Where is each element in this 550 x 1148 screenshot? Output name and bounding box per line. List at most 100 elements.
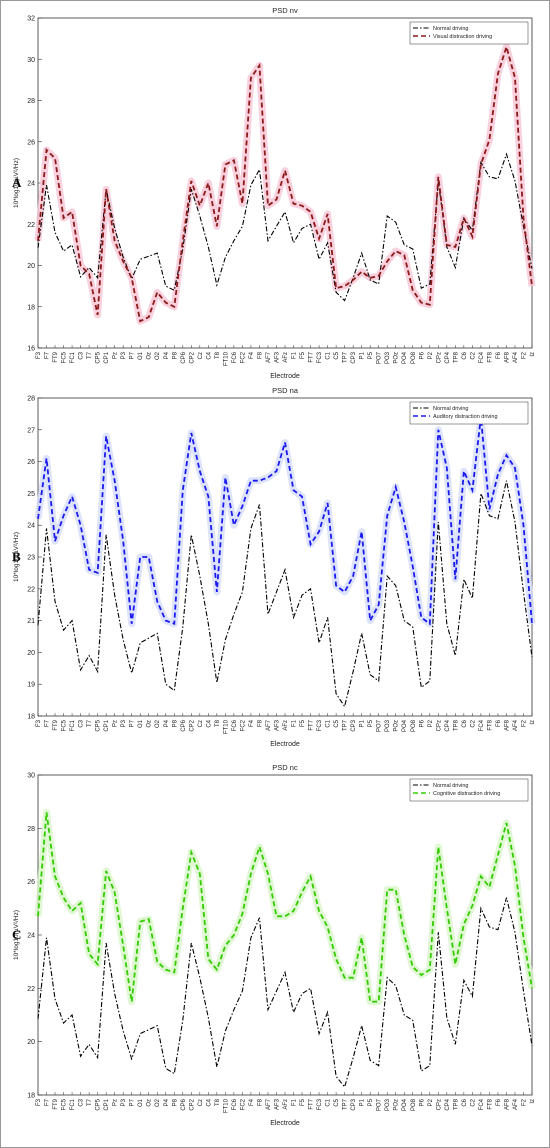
- x-tick-label: P3: [121, 1098, 127, 1106]
- x-tick-label: F8: [257, 1098, 263, 1106]
- y-axis-label: 10*log10(µV²/Hz): [13, 532, 20, 582]
- x-tick-label: FC6: [232, 1098, 238, 1110]
- x-tick-label: TP8: [453, 1098, 459, 1110]
- chart-title: PSD na: [272, 386, 299, 395]
- x-tick-label: Oz: [147, 352, 153, 360]
- x-tick-label: AF8: [504, 351, 510, 363]
- series-line: [37, 43, 533, 323]
- x-tick-label: O2: [155, 719, 161, 728]
- x-tick-label: FT8: [487, 1098, 493, 1109]
- x-tick-label: FT7: [309, 351, 315, 362]
- y-tick-label: 26: [27, 139, 35, 146]
- x-tick-label: AF3: [274, 351, 280, 363]
- x-tick-label: CP2: [189, 719, 195, 731]
- x-tick-label: AF8: [504, 719, 510, 731]
- x-tick-label: AF4: [513, 351, 519, 363]
- x-tick-label: Oz: [147, 720, 153, 728]
- x-tick-label: TP7: [343, 719, 349, 731]
- x-tick-label: CP1: [104, 719, 110, 731]
- x-tick-label: FC2: [240, 351, 246, 363]
- x-tick-label: C3: [79, 1098, 85, 1106]
- x-tick-label: P1: [360, 351, 366, 359]
- x-tick-label: Cz: [198, 352, 204, 359]
- x-tick-label: FT9: [53, 1098, 59, 1109]
- x-tick-label: CP5: [96, 351, 102, 363]
- x-tick-label: CP4: [445, 719, 451, 731]
- y-tick-label: 28: [27, 826, 35, 833]
- x-tick-label: FC1: [70, 719, 76, 731]
- x-tick-label: C2: [470, 351, 476, 359]
- x-tick-label: CP6: [181, 719, 187, 731]
- x-tick-label: F7: [45, 351, 51, 359]
- x-tick-label: PO7: [377, 1098, 383, 1111]
- x-tick-label: PO3: [385, 719, 391, 732]
- x-tick-label: FT7: [309, 719, 315, 730]
- legend-label: Cognitive distraction driving: [433, 791, 500, 797]
- x-tick-label: AFz: [283, 720, 289, 731]
- x-tick-label: C2: [470, 1098, 476, 1106]
- x-tick-label: C6: [462, 1098, 468, 1106]
- x-tick-label: F7: [45, 1098, 51, 1106]
- x-tick-label: PO4: [402, 719, 408, 732]
- y-tick-label: 22: [27, 986, 35, 993]
- x-tick-label: F8: [257, 719, 263, 727]
- x-tick-label: Iz: [530, 1099, 536, 1104]
- x-tick-label: O2: [155, 1098, 161, 1107]
- x-tick-label: Iz: [530, 720, 536, 725]
- x-tick-label: PO4: [402, 351, 408, 364]
- x-tick-label: P6: [419, 351, 425, 359]
- x-tick-label: F4: [249, 1098, 255, 1106]
- x-tick-label: F6: [496, 351, 502, 359]
- x-tick-label: P8: [172, 719, 178, 727]
- x-tick-label: T8: [215, 719, 221, 727]
- x-tick-label: P5: [368, 719, 374, 727]
- x-tick-label: Pz: [113, 1099, 119, 1106]
- y-tick-label: 30: [27, 773, 35, 780]
- x-tick-label: FC3: [317, 719, 323, 731]
- x-tick-label: FC5: [62, 719, 68, 731]
- y-tick-label: 18: [27, 304, 35, 311]
- x-tick-label: F6: [496, 719, 502, 727]
- x-tick-label: C4: [206, 1098, 212, 1106]
- y-tick-label: 23: [27, 555, 35, 562]
- x-axis-label: Electrode: [270, 373, 300, 380]
- series-line: [37, 416, 533, 626]
- series-line: [37, 480, 533, 708]
- legend-label: Auditory distraction driving: [433, 414, 498, 420]
- x-tick-label: P6: [419, 719, 425, 727]
- x-tick-label: FT9: [53, 719, 59, 730]
- x-tick-label: F1: [292, 719, 298, 727]
- x-tick-label: FC3: [317, 1098, 323, 1110]
- chart-title: PSD nv: [272, 6, 298, 15]
- x-tick-label: FT10: [223, 719, 229, 734]
- x-tick-label: P6: [419, 1098, 425, 1106]
- y-tick-label: 26: [27, 459, 35, 466]
- x-tick-label: P4: [164, 1098, 170, 1106]
- x-tick-label: C1: [326, 351, 332, 359]
- x-tick-label: P7: [130, 719, 136, 727]
- y-tick-label: 22: [27, 222, 35, 229]
- x-tick-label: FC4: [479, 719, 485, 731]
- x-tick-label: F4: [249, 719, 255, 727]
- x-tick-label: Pz: [113, 352, 119, 359]
- x-tick-label: F5: [300, 719, 306, 727]
- x-tick-label: T7: [87, 1098, 93, 1106]
- x-tick-label: AF7: [266, 719, 272, 731]
- x-tick-label: CP5: [96, 1098, 102, 1110]
- x-tick-label: F8: [257, 351, 263, 359]
- series-line: [37, 152, 533, 302]
- x-tick-label: FT9: [53, 351, 59, 362]
- x-axis-label: Electrode: [270, 1120, 300, 1127]
- x-tick-label: PO4: [402, 1098, 408, 1111]
- plot-area: [37, 774, 533, 1096]
- x-tick-label: TP7: [343, 1098, 349, 1110]
- y-tick-label: 24: [27, 933, 35, 940]
- legend-label: Normal driving: [433, 783, 468, 789]
- y-tick-label: 24: [27, 181, 35, 188]
- y-tick-label: 25: [27, 491, 35, 498]
- legend-box: [409, 21, 529, 45]
- x-tick-label: C3: [79, 719, 85, 727]
- x-tick-label: F3: [36, 351, 42, 359]
- y-tick-label: 28: [27, 98, 35, 105]
- legend-box: [409, 401, 529, 425]
